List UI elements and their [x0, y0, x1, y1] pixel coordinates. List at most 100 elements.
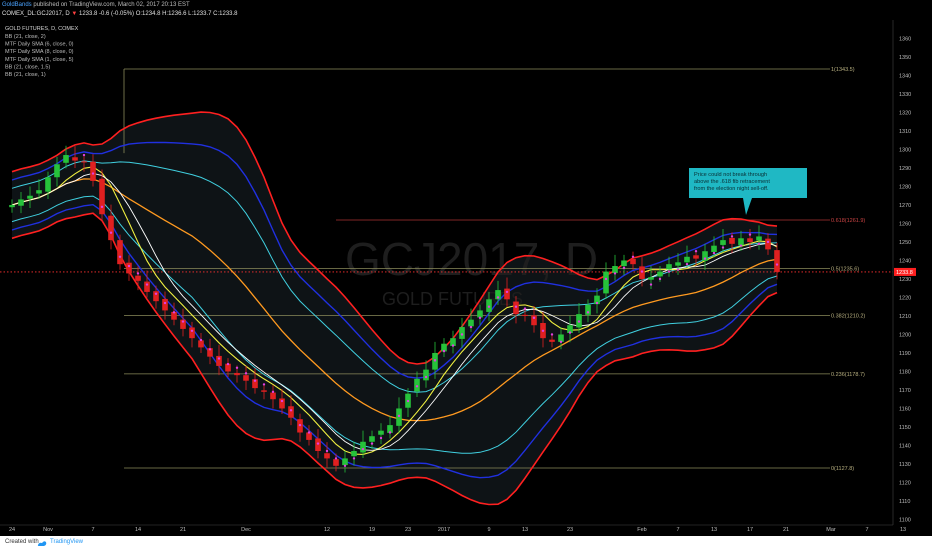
time-tick-label: 7: [676, 527, 679, 533]
annotation-text: above the .618 fib retracement: [694, 179, 770, 185]
sma1-dot: [550, 333, 554, 336]
bb2-lower: [11, 212, 778, 506]
low-value: L:1233.7: [188, 11, 212, 17]
sma1-dot: [136, 272, 140, 275]
sma1-dot: [118, 255, 122, 258]
candle: [621, 260, 627, 267]
candle: [522, 314, 528, 316]
bb-basis: [11, 178, 778, 422]
candle: [90, 161, 96, 181]
symbol-label[interactable]: COMEX_DL:GCJ2017, D: [2, 11, 70, 17]
bb2-upper: [11, 111, 778, 365]
candle: [387, 425, 393, 433]
price-tick-label: 1140: [899, 443, 911, 449]
sma1-dot: [568, 331, 572, 334]
price-tick-label: 1360: [899, 36, 911, 42]
annotation-callout: [689, 168, 807, 215]
time-tick-label: 12: [324, 527, 330, 533]
sma1-dot: [703, 257, 707, 260]
candle: [504, 288, 510, 300]
sma1-dot: [658, 277, 662, 281]
candle: [603, 271, 609, 294]
candle: [180, 319, 186, 329]
candle: [261, 390, 267, 392]
candle: [81, 161, 87, 163]
candle: [459, 327, 465, 339]
candle: [468, 319, 474, 327]
sma1-dot: [406, 399, 410, 403]
fib-label: 0.5(1235.6): [831, 267, 859, 273]
sma1-dot: [523, 307, 527, 310]
close-value: C:1233.8: [213, 11, 238, 17]
sma1-dot: [163, 301, 167, 305]
candle: [657, 271, 663, 277]
sma1-dot: [361, 447, 365, 451]
price-tick-label: 1170: [899, 388, 911, 394]
sma1-dot: [253, 379, 257, 382]
tradingview-logo-icon[interactable]: [36, 537, 48, 549]
candle: [495, 290, 501, 300]
author-link[interactable]: GoldBands: [2, 2, 32, 8]
sma1-dot: [676, 268, 680, 271]
candle: [279, 398, 285, 409]
sma1-dot: [100, 205, 104, 209]
candle: [18, 199, 24, 206]
price-chart[interactable]: GCJ2017, D GOLD FUTURES 1(1343.5) 0.618(126…: [0, 20, 932, 536]
price-tick-label: 1250: [899, 240, 911, 246]
price-tick-label: 1270: [899, 203, 911, 209]
sma1-dot: [397, 414, 401, 418]
sma1-dot: [442, 349, 446, 353]
sma1-dot: [244, 372, 248, 375]
sma1-dot: [640, 270, 644, 273]
sma1-dot: [694, 250, 698, 253]
last-price-tag-label: 1233.8: [896, 270, 913, 276]
sma1-dot: [469, 325, 473, 329]
price-tick-label: 1320: [899, 110, 911, 116]
legend-entry: MTF Daily SMA (1, close, 5): [5, 57, 74, 63]
time-tick-label: 21: [783, 527, 789, 533]
time-tick-label: Dec: [241, 527, 251, 533]
time-tick-label: 13: [711, 527, 717, 533]
sma1-dot: [181, 320, 185, 323]
candle: [351, 451, 357, 457]
price-tick-label: 1120: [899, 480, 911, 486]
candle: [594, 295, 600, 305]
price-axis: [893, 20, 932, 536]
sma1-dot: [487, 305, 491, 308]
publish-line: GoldBands published on TradingView.com, …: [2, 1, 190, 10]
sma1-dot: [604, 277, 608, 281]
price-tick-label: 1350: [899, 55, 911, 61]
sma1-dot: [505, 290, 509, 294]
last-price-tag: [894, 267, 916, 276]
candle: [666, 264, 672, 270]
candle: [108, 215, 114, 241]
sma1-dot: [730, 235, 734, 238]
price-tick-label: 1330: [899, 92, 911, 98]
ohlc-line: COMEX_DL:GCJ2017, D ▼ 1233.8 -0.6 (-0.05…: [2, 11, 238, 17]
tradingview-brand[interactable]: TradingView: [50, 539, 84, 545]
candle: [117, 240, 123, 265]
time-tick-label: 2017: [438, 527, 450, 533]
candle: [441, 343, 447, 352]
candle: [747, 238, 753, 242]
price-tick-label: 1240: [899, 258, 911, 264]
candle: [342, 458, 348, 466]
candle: [567, 325, 573, 333]
price-tick-label: 1290: [899, 166, 911, 172]
sma1-dot: [541, 329, 545, 332]
price-tick-label: 1340: [899, 73, 911, 79]
legend-entry: BB (21, close, 2): [5, 34, 46, 40]
candle: [360, 441, 366, 453]
candle: [36, 190, 42, 194]
candle: [144, 281, 150, 292]
candle: [612, 266, 618, 274]
sma1-dot: [478, 316, 482, 320]
sma1-dot: [298, 423, 302, 427]
candle: [234, 372, 240, 376]
sma1-dot: [649, 283, 653, 286]
candle: [306, 432, 312, 440]
sma1-dot: [289, 409, 293, 412]
candle: [729, 237, 735, 244]
time-tick-label: 17: [747, 527, 753, 533]
sma1-dot: [154, 292, 158, 295]
